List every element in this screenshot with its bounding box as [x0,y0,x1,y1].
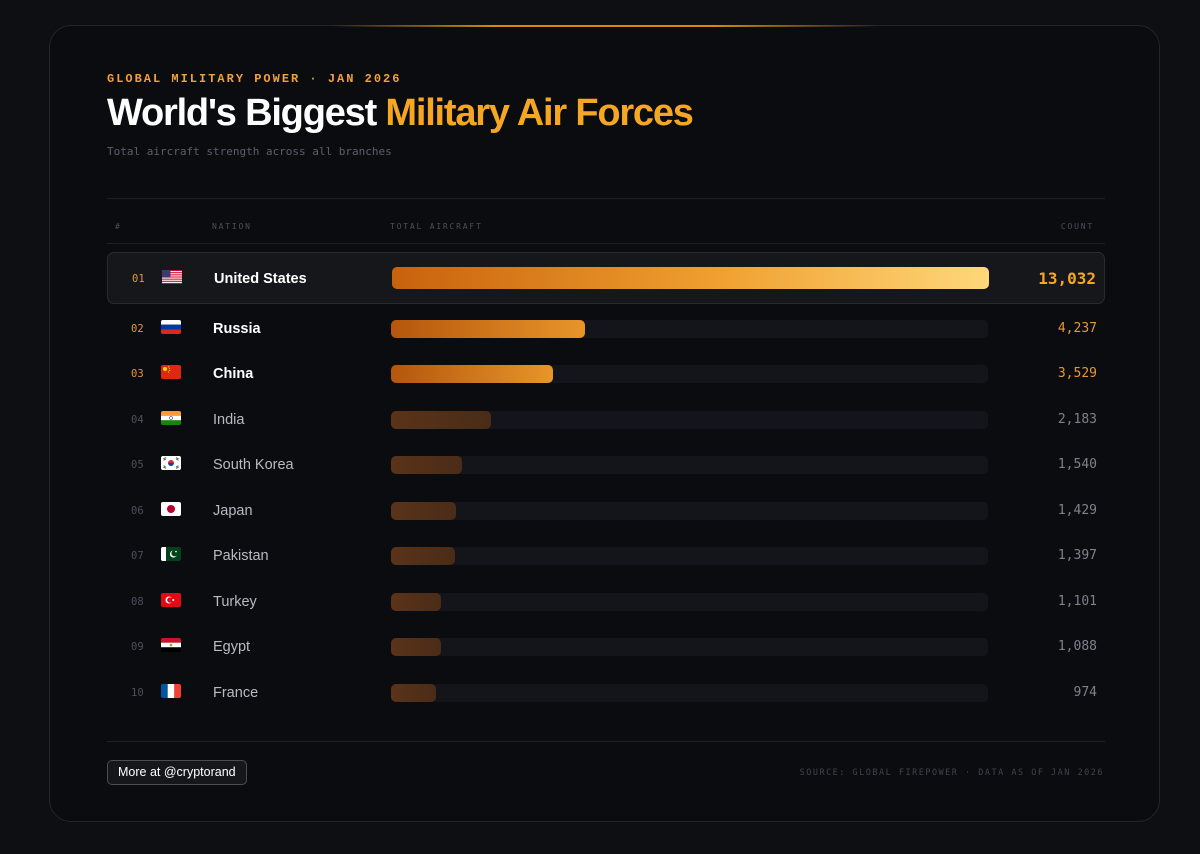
chart-row: 10 France 974 [107,667,1105,719]
rank-label: 09 [131,641,144,653]
chart-row: 07 Pakistan 1,397 [107,530,1105,582]
rank-label: 06 [131,504,144,517]
south-korea-flag-icon [161,456,181,470]
rank-label: 02 [131,322,144,335]
rank-label: 05 [131,459,144,471]
chart-row: 08 Turkey 1,101 [107,576,1105,628]
count-label: 974 [1073,684,1097,700]
count-label: 13,032 [1038,269,1096,288]
data-bar [391,592,441,611]
pakistan-flag-icon [161,547,181,561]
title-main: World's Biggest [107,92,377,134]
page-title: World's Biggest Military Air Forces [107,92,694,135]
count-label: 1,429 [1057,502,1097,518]
data-bar [392,267,989,289]
count-label: 1,101 [1057,593,1097,609]
count-label: 3,529 [1057,366,1097,381]
column-header-nation: NATION [212,222,252,231]
bar-track [391,365,988,383]
more-link-button[interactable]: More at @cryptorand [107,760,247,785]
count-label: 1,397 [1057,548,1097,563]
bar-track [392,267,989,289]
bar-track [391,501,988,520]
nation-name: South Korea [213,457,294,473]
data-bar [391,501,456,520]
column-header-divider [107,243,1105,244]
russia-flag-icon [161,319,181,334]
data-bar [391,547,455,565]
top-glow-accent [330,25,879,27]
nation-name: France [213,684,259,701]
data-bar [391,683,436,702]
count-label: 4,237 [1057,320,1097,336]
chart-row: 06 Japan 1,429 [107,485,1105,537]
nation-name: China [213,366,254,382]
eyebrow-label: GLOBAL MILITARY POWER · JAN 2026 [107,72,402,86]
nation-name: Japan [213,502,253,519]
us-flag-icon [162,270,182,284]
chart-row: 03 China 3,529 [107,348,1105,400]
count-label: 2,183 [1057,411,1097,427]
egypt-flag-icon [161,638,181,652]
chart-row: 05 South Korea 1,540 [107,439,1105,491]
column-header-count: COUNT [1060,222,1094,231]
turkey-flag-icon [161,592,181,607]
data-bar [391,638,441,656]
source-note: SOURCE: GLOBAL FIREPOWER · DATA AS OF JA… [799,768,1104,778]
bar-track [391,638,988,656]
data-bar [391,319,585,338]
page-subtitle: Total aircraft strength across all branc… [107,145,392,158]
india-flag-icon [161,410,181,425]
chart-row: 02 Russia 4,237 [107,303,1105,355]
count-label: 1,540 [1057,457,1097,472]
ranking-card: GLOBAL MILITARY POWER · JAN 2026 World's… [49,25,1160,822]
chart-row: 04 India 2,183 [107,394,1105,446]
title-accent: Military Air Forces [385,92,694,134]
rank-label: 08 [131,595,144,608]
rank-label: 03 [131,368,144,380]
chart-row: 01 United States 13,032 [107,252,1105,304]
france-flag-icon [161,683,181,698]
header-divider [107,198,1105,199]
bar-track [391,410,988,429]
nation-name: Russia [213,320,261,337]
bar-track [391,683,988,702]
rank-label: 07 [131,550,144,562]
data-bar [391,456,462,474]
nation-name: India [213,411,245,428]
nation-name: Turkey [213,593,257,610]
bar-track [391,319,988,338]
column-header-total: TOTAL AIRCRAFT [390,222,483,231]
column-header-rank: # [115,222,122,231]
chart-row: 09 Egypt 1,088 [107,621,1105,673]
data-bar [391,365,553,383]
rank-label: 04 [131,413,144,426]
bar-track [391,547,988,565]
footer-divider [107,741,1105,742]
bar-track [391,592,988,611]
count-label: 1,088 [1057,639,1097,654]
rank-label: 01 [132,273,145,285]
nation-name: Pakistan [213,548,269,564]
china-flag-icon [161,365,181,379]
rank-label: 10 [131,686,144,699]
nation-name: Egypt [213,639,251,655]
bar-track [391,456,988,474]
data-bar [391,410,491,429]
japan-flag-icon [161,501,181,516]
nation-name: United States [214,271,307,287]
